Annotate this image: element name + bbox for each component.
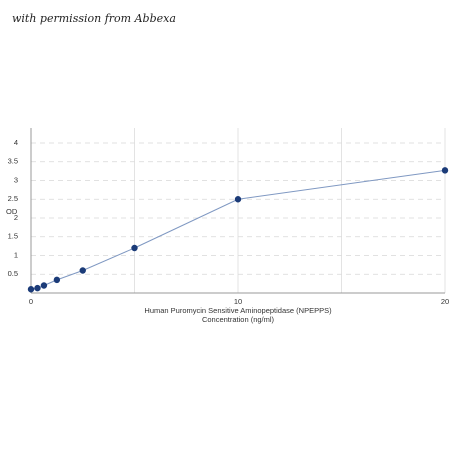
y-tick-label: 3 [14,175,18,184]
y-tick-label: 3.5 [8,157,18,166]
y-axis-label: OD [6,207,18,216]
watermark: with permission from Abbexa [12,12,176,25]
data-point [441,167,449,174]
data-point [34,284,41,292]
x-axis-label: Human Puromycin Sensitive Aminopeptidase… [144,306,332,315]
y-tick-label: 1 [14,250,18,259]
data-point [40,282,48,289]
x-axis-label: Concentration (ng/ml) [202,315,275,324]
y-tick-label: 1.5 [8,232,18,241]
data-point [79,267,86,274]
x-tick-label: 20 [441,297,449,306]
data-point [53,276,61,284]
data-point [234,196,242,203]
x-tick-label: 10 [234,297,242,306]
data-point [27,286,35,293]
y-tick-label: 2.5 [8,194,18,203]
y-tick-label: 2 [14,213,18,222]
data-point [131,244,138,252]
x-tick-label: 0 [29,297,33,306]
y-tick-label: 4 [14,138,18,147]
y-tick-label: 0.5 [8,269,18,278]
